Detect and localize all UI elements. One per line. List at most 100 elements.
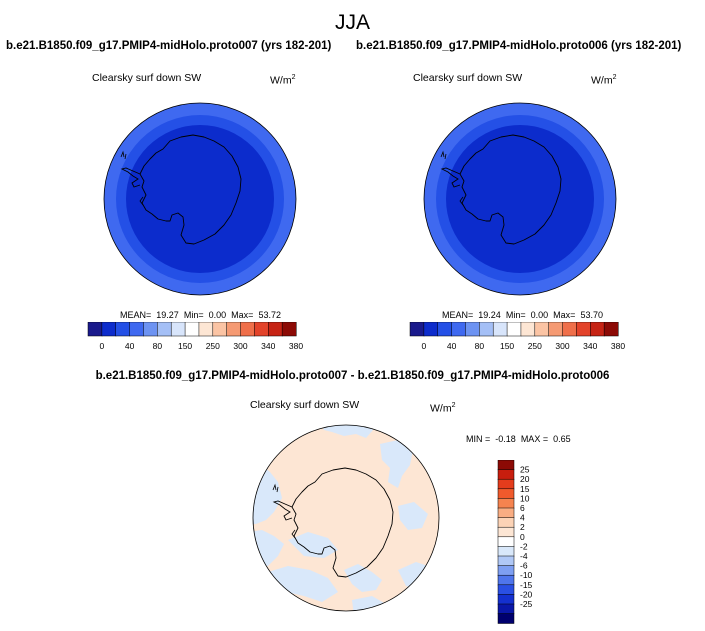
left-max-value: 53.72 [258,310,281,320]
diff-colorbar-tick-label: 2 [520,522,525,532]
colorbar-0-tick-label: 340 [261,341,275,351]
right-stats: MEAN= 19.24 Min= 0.00 Max= 53.70 [442,310,603,320]
colorbar-1-tick-label: 340 [583,341,597,351]
diff-colorbar-tick-label: 20 [520,474,530,484]
colorbar-0-tick-label: 250 [206,341,220,351]
diff-colorbar-tick-label: 0 [520,532,525,542]
colorbar-0-box-6 [170,322,186,337]
diff-colorbar-box-12 [497,574,515,586]
diff-colorbar-tick-label: 15 [520,484,530,494]
left-mean-value: 19.27 [156,310,179,320]
colorbar-0-box-11 [240,322,255,337]
colorbar-0-box-12 [254,322,269,337]
diff-colorbar-box-16 [497,613,515,624]
diff-colorbar-box-5 [497,507,515,519]
diff-map [252,424,440,612]
right-max-label: Max= [553,310,576,320]
colorbar-0-box-9 [212,322,228,337]
diff-colorbar-box-6 [497,517,515,528]
diff-colorbar-box-4 [497,498,515,509]
right-max-value: 53.70 [580,310,603,320]
colorbar-0-box-3 [129,322,145,337]
right-min-value: 0.00 [530,310,549,320]
diff-max-value: 0.65 [553,434,571,444]
right-map-coastline [440,134,562,245]
right-map [423,102,617,296]
right-mean-value: 19.24 [478,310,501,320]
right-case-title: b.e21.B1850.f09_g17.PMIP4-midHolo.proto0… [356,40,682,52]
diff-colorbar-box-0 [497,460,515,471]
colorbar-1-tick-label: 250 [528,341,542,351]
diff-colorbar-box-15 [497,603,515,615]
colorbar-1-tick-label: 0 [422,341,427,351]
colorbar-0-box-14 [281,322,297,337]
diff-colorbar-box-1 [497,469,515,480]
diff-colorbar-tick-label: -20 [520,589,533,599]
right-variable-title: Clearsky surf down SW [413,72,523,84]
colorbar-0-box-5 [157,322,172,337]
colorbar-0-box-4 [143,322,158,337]
left-max-label: Max= [231,310,254,320]
colorbar-1-box-5 [479,322,494,337]
colorbar-1-tick-label: 380 [611,341,625,351]
diff-colorbar-tick-label: -15 [520,580,533,590]
colorbar-0-tick-label: 150 [178,341,192,351]
colorbar-1-box-13 [590,322,605,337]
colorbar-1-box-0 [409,322,425,337]
left-colorbar: 0 40 80 150 250 300 340 380 [87,322,303,351]
colorbar-1-box-4 [465,322,480,337]
colorbar-1-box-6 [492,322,508,337]
diff-title: b.e21.B1850.f09_g17.PMIP4-midHolo.proto0… [95,370,610,382]
left-case-title: b.e21.B1850.f09_g17.PMIP4-midHolo.proto0… [6,40,332,52]
colorbar-0-box-2 [115,322,131,337]
colorbar-1-box-10 [548,322,564,337]
colorbar-1-tick-label: 40 [447,341,457,351]
diff-colorbar-tick-label: 25 [520,465,530,475]
colorbar-0-box-1 [101,322,117,337]
diff-colorbar-box-9 [497,546,515,557]
diff-colorbar-tick-label: 6 [520,503,525,513]
diff-colorbar-box-7 [497,526,515,538]
colorbar-1-tick-label: 300 [555,341,569,351]
diff-colorbar-tick-label: -10 [520,570,533,580]
colorbar-0-box-8 [198,322,214,337]
colorbar-0-tick-label: 40 [125,341,135,351]
colorbar-1-box-3 [451,322,467,337]
left-units: W/m2 [270,74,296,87]
diff-max-label: MAX = [520,434,549,444]
diff-colorbar-box-2 [497,478,515,490]
diff-stats: MIN = -0.18 MAX = 0.65 [466,434,571,444]
left-min-value: 0.00 [208,310,227,320]
right-units: W/m2 [591,74,617,87]
diff-colorbar-box-14 [497,594,515,605]
left-map-coastline [120,134,242,245]
right-colorbar: 0 40 80 150 250 300 340 380 [409,322,625,351]
colorbar-0-box-7 [184,322,200,337]
diff-min-value: -0.18 [495,434,516,444]
colorbar-1-box-9 [534,322,550,337]
colorbar-0-box-13 [268,322,283,337]
diff-colorbar-tick-label: -6 [520,561,528,571]
diff-variable-title: Clearsky surf down SW [250,399,360,411]
right-min-label: Min= [505,310,526,320]
right-map-inner-disk [446,125,594,273]
left-min-label: Min= [183,310,204,320]
diff-colorbar-box-3 [497,488,515,499]
diff-colorbar-tick-label: -25 [520,599,533,609]
colorbar-0-tick-label: 300 [233,341,247,351]
left-variable-title: Clearsky surf down SW [92,72,202,84]
colorbar-0-tick-label: 80 [153,341,163,351]
diff-colorbar-box-13 [497,584,515,595]
left-map-inner-disk [126,125,274,273]
diff-min-label: MIN = [466,434,491,444]
colorbar-1-tick-label: 150 [500,341,514,351]
colorbar-1-tick-label: 80 [475,341,485,351]
diff-units: W/m2 [430,402,456,415]
colorbar-1-box-8 [520,322,536,337]
diff-colorbar-tick-label: -2 [520,541,528,551]
colorbar-0-tick-label: 0 [100,341,105,351]
main-title: JJA [334,11,370,34]
diff-colorbar-tick-label: 4 [520,513,525,523]
diff-colorbar-tick-label: 10 [520,493,530,503]
